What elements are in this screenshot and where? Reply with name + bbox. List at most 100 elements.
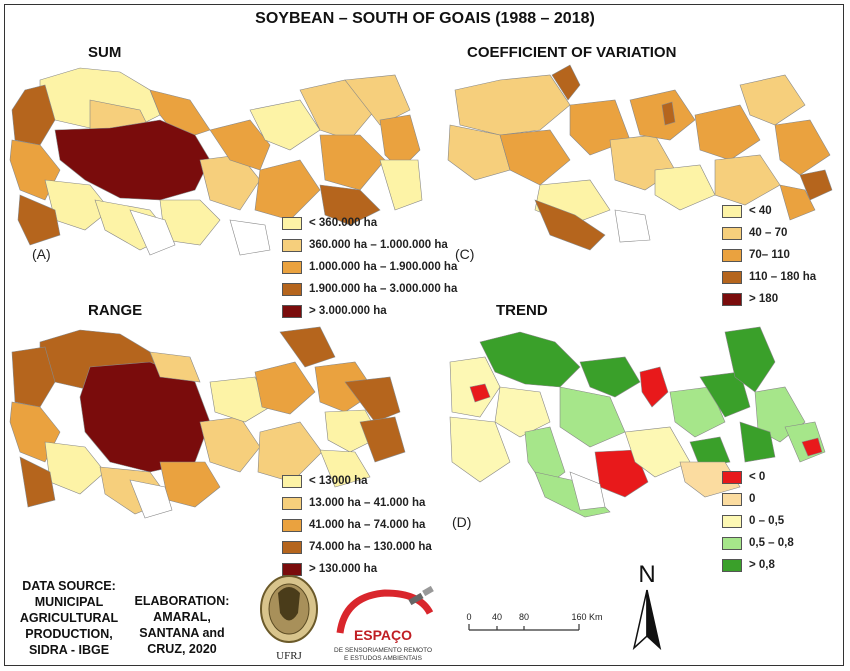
legend-swatch bbox=[282, 238, 302, 252]
legend-label: < 0 bbox=[749, 471, 766, 483]
credit-line: ELABORATION: bbox=[134, 594, 230, 608]
region-shape bbox=[11, 346, 56, 408]
legend-item: > 3.000.000 ha bbox=[282, 300, 457, 322]
credit-line: SANTANA and bbox=[139, 626, 225, 640]
region-shape bbox=[799, 169, 833, 201]
legend-cv: < 40 40 – 70 70– 110 110 – 180 ha > 180 bbox=[722, 200, 816, 310]
region-shape bbox=[149, 351, 201, 383]
legend-trend: < 0 0 0 – 0,5 0,5 – 0,8 > 0,8 bbox=[722, 466, 794, 576]
legend-item: > 180 bbox=[722, 288, 816, 310]
region-shape bbox=[447, 124, 511, 181]
region-shape bbox=[324, 409, 381, 453]
region-shape bbox=[534, 199, 606, 251]
legend-label: 0,5 – 0,8 bbox=[749, 537, 794, 549]
espaco-logo-text: ESPAÇO bbox=[354, 627, 412, 643]
region-shape bbox=[739, 74, 806, 126]
region-shape bbox=[319, 134, 386, 191]
panel-title-cv: COEFFICIENT OF VARIATION bbox=[467, 44, 677, 61]
legend-swatch bbox=[722, 226, 742, 240]
scale-tick-label: 40 bbox=[492, 612, 502, 622]
map-range bbox=[9, 326, 406, 519]
legend-swatch bbox=[282, 260, 302, 274]
map-trend bbox=[449, 326, 826, 518]
region-shape bbox=[254, 159, 321, 221]
region-shape bbox=[449, 416, 511, 483]
region-shape bbox=[299, 79, 376, 141]
legend-label: 1.900.000 ha – 3.000.000 ha bbox=[309, 283, 458, 295]
legend-swatch bbox=[722, 514, 742, 528]
legend-label: 41.000 ha – 74.000 ha bbox=[309, 519, 426, 531]
legend-swatch bbox=[282, 496, 302, 510]
region-shape bbox=[689, 436, 731, 468]
legend-swatch bbox=[722, 536, 742, 550]
region-shape bbox=[209, 376, 271, 423]
credit-line: PRODUCTION, bbox=[25, 627, 113, 641]
legend-swatch bbox=[282, 518, 302, 532]
legend-swatch bbox=[722, 248, 742, 262]
credit-line: MUNICIPAL bbox=[34, 595, 104, 609]
legend-label: < 40 bbox=[749, 205, 772, 217]
legend-swatch bbox=[282, 562, 302, 576]
region-shape bbox=[629, 89, 696, 141]
region-shape bbox=[44, 441, 106, 495]
region-shape bbox=[199, 416, 261, 473]
region-shape bbox=[344, 376, 401, 423]
legend-swatch bbox=[722, 292, 742, 306]
main-title: SOYBEAN – SOUTH OF GOAIS (1988 – 2018) bbox=[255, 10, 595, 27]
legend-label: < 13000 ha bbox=[309, 475, 368, 487]
legend-item: 13.000 ha – 41.000 ha bbox=[282, 492, 432, 514]
legend-item: > 130.000 ha bbox=[282, 558, 432, 580]
region-shape bbox=[129, 209, 176, 256]
ufrj-logo: UFRJ bbox=[260, 575, 318, 662]
region-shape bbox=[779, 184, 816, 221]
scale-tick-label: 80 bbox=[519, 612, 529, 622]
legend-swatch bbox=[282, 540, 302, 554]
panel-title-sum: SUM bbox=[88, 44, 122, 61]
legend-item: 1.000.000 ha – 1.900.000 ha bbox=[282, 256, 457, 278]
legend-item: 110 – 180 ha bbox=[722, 266, 816, 288]
region-shape bbox=[17, 194, 61, 246]
region-shape bbox=[654, 164, 716, 211]
legend-item: < 13000 ha bbox=[282, 470, 432, 492]
region-shape bbox=[774, 119, 831, 176]
north-arrow: N bbox=[632, 561, 662, 651]
region-shape bbox=[229, 219, 271, 256]
region-shape bbox=[499, 129, 571, 186]
legend-label: 1.000.000 ha – 1.900.000 ha bbox=[309, 261, 458, 273]
espaco-logo: ESPAÇO DE SENSORIAMENTO REMOTO E ESTUDOS… bbox=[334, 585, 434, 662]
legend-label: 40 – 70 bbox=[749, 227, 788, 239]
region-shape bbox=[54, 119, 211, 201]
panel-letter-c: (C) bbox=[455, 246, 475, 262]
region-shape bbox=[319, 449, 371, 488]
legend-swatch bbox=[282, 474, 302, 488]
legend-item: 40 – 70 bbox=[722, 222, 816, 244]
legend-swatch bbox=[722, 492, 742, 506]
panel-title-trend: TREND bbox=[496, 302, 548, 319]
legend-label: 0 – 0,5 bbox=[749, 515, 785, 527]
region-shape bbox=[699, 371, 751, 418]
legend-range: < 13000 ha 13.000 ha – 41.000 ha 41.000 … bbox=[282, 470, 432, 580]
scale-tick-label: 0 bbox=[466, 612, 471, 622]
region-shape bbox=[254, 361, 316, 415]
legend-swatch bbox=[282, 216, 302, 230]
region-shape bbox=[129, 479, 173, 519]
legend-swatch bbox=[282, 282, 302, 296]
legend-swatch bbox=[722, 558, 742, 572]
region-shape bbox=[319, 184, 381, 226]
espaco-logo-subtext: DE SENSORIAMENTO REMOTO bbox=[334, 647, 432, 654]
credit-line: AMARAL, bbox=[153, 610, 211, 624]
map-cv bbox=[447, 64, 833, 251]
region-shape bbox=[279, 326, 336, 368]
legend-item: 74.000 ha – 130.000 ha bbox=[282, 536, 432, 558]
region-shape bbox=[359, 416, 406, 463]
region-shape bbox=[739, 421, 776, 463]
region-shape bbox=[694, 104, 761, 161]
legend-swatch bbox=[722, 470, 742, 484]
legend-item: 0 bbox=[722, 488, 794, 510]
region-shape bbox=[344, 74, 411, 126]
region-shape bbox=[714, 154, 781, 206]
legend-label: 70– 110 bbox=[749, 249, 790, 261]
region-shape bbox=[614, 209, 651, 243]
region-shape bbox=[569, 471, 606, 511]
region-shape bbox=[669, 386, 726, 438]
